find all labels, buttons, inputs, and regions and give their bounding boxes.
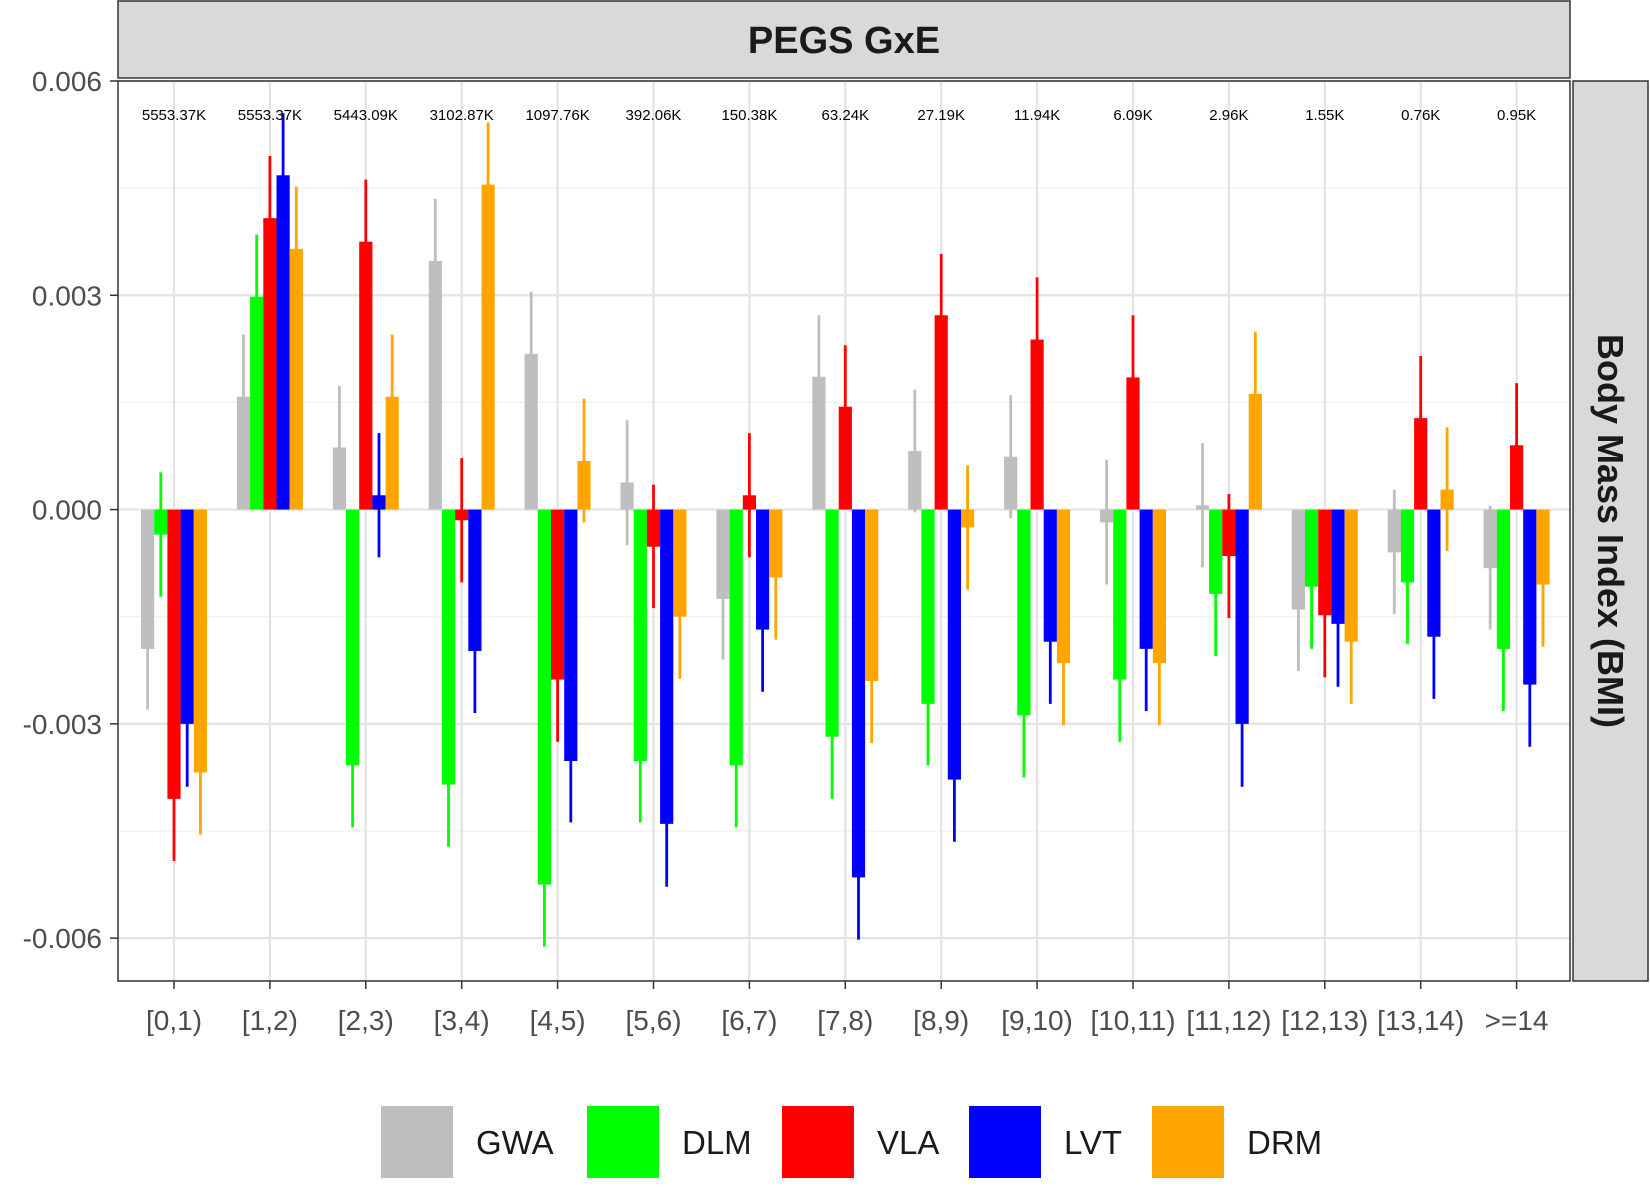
bar-dlm — [250, 296, 264, 510]
bar-drm — [193, 509, 207, 773]
bar-gwa — [812, 376, 826, 510]
bar-dlm — [633, 509, 647, 761]
bar-vla — [263, 218, 277, 510]
error-bars — [146, 113, 1545, 947]
x-tick-label: [13,14) — [1377, 1005, 1464, 1036]
chart-title: PEGS GxE — [748, 20, 940, 62]
bin-counts: 5553.37K 5553.37K 5443.09K 3102.87K 1097.76K… — [142, 107, 1536, 124]
bar-lvt — [1139, 509, 1153, 649]
bin-count-label: 0.95K — [1497, 107, 1536, 124]
x-tick-label: [8,9) — [913, 1005, 969, 1036]
x-tick-label: [10,11) — [1090, 1005, 1175, 1036]
bin-count-label: 3102.87K — [430, 107, 494, 124]
x-tick-label: [0,1) — [146, 1005, 202, 1036]
bar-lvt — [180, 509, 194, 724]
bar-dlm — [1017, 509, 1031, 716]
bin-count-label: 392.06K — [626, 107, 682, 124]
facet-label-right: Body Mass Index (BMI) — [1590, 334, 1631, 728]
x-tick-label: [3,4) — [434, 1005, 490, 1036]
legend-key-vla — [782, 1106, 854, 1178]
bar-lvt — [276, 175, 290, 510]
y-tick-label: 0.000 — [32, 495, 102, 526]
bar-gwa — [524, 353, 538, 510]
bar-gwa — [428, 261, 442, 510]
bar-dlm — [441, 509, 456, 785]
bar-gwa — [141, 509, 155, 649]
bar-lvt — [660, 509, 674, 824]
bar-drm — [1056, 509, 1071, 664]
bin-count-label: 5553.37K — [238, 107, 302, 124]
bar-drm — [1344, 509, 1358, 642]
bar-lvt — [851, 509, 866, 878]
bin-count-label: 5443.09K — [334, 107, 398, 124]
legend-key-lvt — [969, 1106, 1041, 1178]
bar-lvt — [1043, 509, 1057, 642]
bar-vla — [1126, 377, 1140, 510]
bar-vla — [1030, 339, 1044, 510]
x-axis: [0,1) [1,2) [2,3) [3,4) [4,5) [5,6) [6,7) [7,8)… — [146, 981, 1549, 1036]
bar-lvt — [947, 509, 961, 780]
legend-label: GWA — [476, 1124, 554, 1161]
bin-count-label: 27.19K — [917, 107, 965, 124]
y-tick-label: 0.003 — [32, 280, 102, 311]
bin-count-label: 1097.76K — [525, 107, 589, 124]
bar-dlm — [346, 509, 360, 766]
bar-drm — [865, 509, 879, 681]
bar-dlm — [1496, 509, 1510, 649]
bin-count-label: 63.24K — [822, 107, 870, 124]
y-tick-label: 0.006 — [32, 66, 102, 97]
x-tick-label: [6,7) — [721, 1005, 777, 1036]
facet-strip-right — [1572, 80, 1649, 982]
x-tick-label: [12,13) — [1281, 1005, 1368, 1036]
bar-drm — [1152, 509, 1166, 664]
legend-label: LVT — [1064, 1124, 1122, 1161]
bin-count-label: 5553.37K — [142, 107, 206, 124]
legend-label: VLA — [877, 1124, 939, 1161]
bin-count-label: 2.96K — [1209, 107, 1248, 124]
bar-lvt — [1523, 509, 1537, 685]
bar-dlm — [729, 509, 743, 766]
bar-series — [141, 175, 1550, 885]
bar-lvt — [1427, 509, 1441, 637]
bin-count-label: 0.76K — [1401, 107, 1440, 124]
x-tick-label: [11,12) — [1186, 1005, 1271, 1036]
legend-key-gwa — [381, 1106, 453, 1178]
legend-key-drm — [1152, 1106, 1224, 1178]
bar-dlm — [921, 509, 935, 704]
y-axis: -0.006 -0.003 0.000 0.003 0.006 — [23, 66, 118, 954]
bin-count-label: 6.09K — [1113, 107, 1152, 124]
bin-count-label: 11.94K — [1014, 107, 1060, 124]
legend-label: DRM — [1247, 1124, 1322, 1161]
bar-drm — [481, 184, 495, 510]
y-tick-label: -0.003 — [23, 709, 102, 740]
bar-vla — [167, 509, 181, 799]
bar-lvt — [468, 509, 482, 651]
bar-lvt — [1235, 509, 1249, 724]
x-tick-label: [4,5) — [530, 1005, 586, 1036]
x-tick-label: >=14 — [1485, 1005, 1549, 1036]
x-tick-label: [7,8) — [817, 1005, 873, 1036]
x-tick-label: [1,2) — [242, 1005, 298, 1036]
bar-vla — [359, 241, 373, 510]
x-tick-label: [2,3) — [338, 1005, 394, 1036]
plot-panel-border — [117, 80, 1571, 982]
x-tick-label: [9,10) — [1001, 1005, 1073, 1036]
x-tick-label: [5,6) — [625, 1005, 681, 1036]
bin-count-label: 150.38K — [721, 107, 777, 124]
legend: GWA DLM VLA LVT DRM — [381, 1106, 1322, 1178]
bin-count-label: 1.55K — [1305, 107, 1344, 124]
bar-vla — [934, 315, 948, 510]
legend-label: DLM — [682, 1124, 752, 1161]
bar-lvt — [564, 509, 578, 761]
bar-vla — [551, 509, 565, 680]
legend-key-dlm — [587, 1106, 659, 1178]
y-tick-label: -0.006 — [23, 923, 102, 954]
bar-drm — [289, 248, 303, 510]
bar-dlm — [537, 509, 551, 885]
facet-strip-top — [117, 0, 1571, 79]
bar-dlm — [1113, 509, 1127, 680]
bar-dlm — [825, 509, 839, 737]
